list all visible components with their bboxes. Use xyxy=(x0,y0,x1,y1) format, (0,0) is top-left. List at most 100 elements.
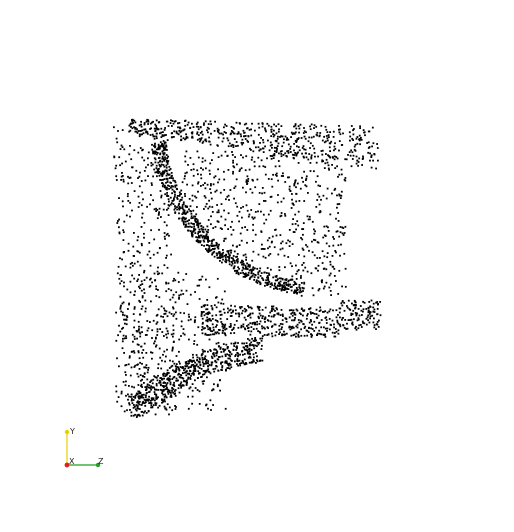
cloud-point xyxy=(223,311,226,314)
cloud-point xyxy=(162,149,165,152)
cloud-point xyxy=(211,330,214,333)
cloud-point xyxy=(240,306,243,308)
cloud-point xyxy=(367,147,370,149)
cloud-point xyxy=(181,207,184,210)
cloud-point xyxy=(157,161,160,164)
cloud-point xyxy=(223,189,226,191)
cloud-point xyxy=(297,210,300,213)
cloud-point xyxy=(351,323,354,326)
cloud-point xyxy=(179,127,181,129)
cloud-point xyxy=(122,334,125,337)
cloud-point xyxy=(192,230,195,233)
cloud-point xyxy=(140,123,142,126)
cloud-point xyxy=(287,150,290,152)
cloud-point xyxy=(288,309,291,312)
cloud-point xyxy=(295,192,297,195)
cloud-point xyxy=(309,319,312,321)
cloud-point xyxy=(216,130,219,132)
cloud-point xyxy=(342,227,345,229)
cloud-point xyxy=(338,149,340,152)
cloud-point xyxy=(348,151,351,153)
cloud-point xyxy=(372,310,375,313)
cloud-point xyxy=(155,388,158,391)
cloud-point xyxy=(344,177,347,179)
cloud-point xyxy=(196,219,199,222)
cloud-point xyxy=(338,194,341,197)
cloud-point xyxy=(128,302,130,305)
cloud-point xyxy=(316,175,319,178)
cloud-point xyxy=(214,247,216,250)
cloud-point xyxy=(280,125,283,127)
cloud-point xyxy=(194,387,197,389)
cloud-point xyxy=(293,154,296,156)
cloud-point xyxy=(257,122,260,125)
cloud-point xyxy=(247,330,250,332)
cloud-point xyxy=(309,125,311,128)
cloud-point xyxy=(274,334,277,337)
cloud-point xyxy=(230,130,233,132)
cloud-point xyxy=(163,309,166,312)
cloud-point xyxy=(224,258,227,260)
cloud-point xyxy=(122,180,125,183)
cloud-point xyxy=(288,316,291,319)
cloud-point xyxy=(227,346,229,349)
cloud-point xyxy=(170,172,173,174)
cloud-point xyxy=(297,269,300,271)
cloud-point xyxy=(162,158,165,161)
cloud-point xyxy=(155,167,158,169)
cloud-point xyxy=(132,264,134,267)
cloud-point xyxy=(115,164,118,167)
cloud-point xyxy=(346,322,348,325)
cloud-point xyxy=(266,267,269,269)
cloud-point xyxy=(130,414,133,417)
cloud-point xyxy=(145,334,148,336)
cloud-point xyxy=(128,177,131,179)
cloud-point xyxy=(161,389,163,392)
cloud-point xyxy=(316,131,319,134)
cloud-point xyxy=(208,364,211,366)
cloud-point xyxy=(138,124,141,127)
cloud-point xyxy=(202,363,205,365)
cloud-point xyxy=(137,235,140,238)
cloud-point xyxy=(189,210,192,212)
cloud-point xyxy=(202,235,205,237)
cloud-point xyxy=(250,326,253,328)
cloud-point xyxy=(262,326,265,329)
cloud-point xyxy=(242,323,245,326)
cloud-point xyxy=(300,334,303,337)
cloud-point xyxy=(373,324,376,326)
cloud-point xyxy=(327,134,330,136)
cloud-point xyxy=(245,181,248,183)
cloud-point xyxy=(250,341,253,344)
cloud-point xyxy=(233,197,235,200)
cloud-point xyxy=(181,205,184,208)
cloud-point xyxy=(293,231,296,233)
cloud-point xyxy=(294,282,297,284)
cloud-point xyxy=(140,280,143,283)
cloud-point xyxy=(247,215,250,218)
cloud-point xyxy=(257,146,260,149)
cloud-point xyxy=(177,126,179,129)
cloud-point xyxy=(141,216,143,219)
cloud-point xyxy=(301,247,304,250)
cloud-point xyxy=(165,181,167,184)
cloud-point xyxy=(247,180,249,182)
cloud-point xyxy=(166,378,169,380)
cloud-point xyxy=(351,321,354,324)
cloud-point xyxy=(282,315,284,317)
cloud-point xyxy=(148,395,150,398)
cloud-point xyxy=(286,288,289,290)
cloud-point xyxy=(325,268,328,271)
cloud-point xyxy=(159,160,161,163)
cloud-point xyxy=(225,360,228,363)
cloud-point xyxy=(232,159,234,162)
cloud-point xyxy=(157,148,160,151)
cloud-point xyxy=(244,310,247,313)
cloud-point xyxy=(192,217,194,219)
cloud-point xyxy=(281,247,284,250)
cloud-point xyxy=(123,318,125,321)
cloud-point xyxy=(167,155,169,158)
cloud-point xyxy=(193,321,196,324)
cloud-point xyxy=(334,142,336,145)
